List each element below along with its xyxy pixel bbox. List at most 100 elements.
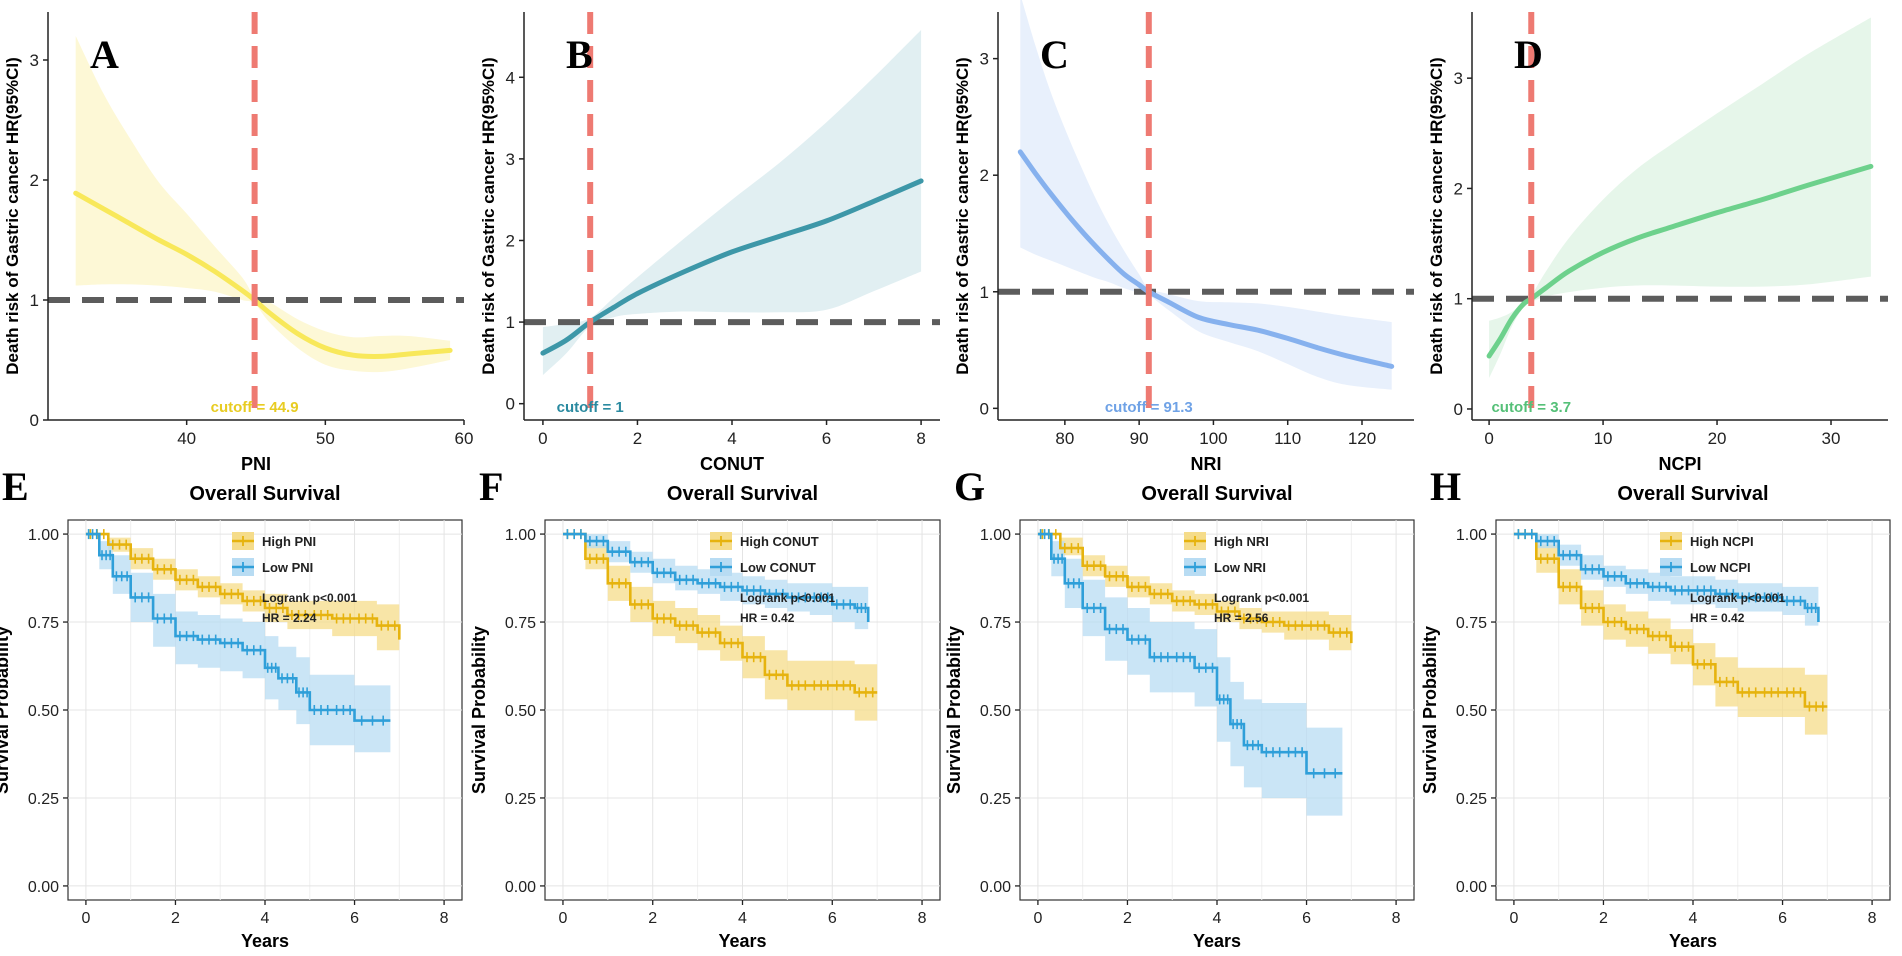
y-tick-label: 0.00 [505,879,536,896]
y-axis-title: Death risk of Gastric cancer HR(95%CI) [479,57,498,374]
y-tick-label: 2 [980,166,989,185]
x-tick-label: 8 [916,429,925,448]
y-tick-label: 1.00 [1456,527,1487,544]
chart-title: Overall Survival [1141,483,1292,505]
y-tick-label: 0.50 [980,703,1011,720]
x-tick-label: 10 [1594,429,1613,448]
panel-label: D [1514,32,1543,77]
hr-confidence-band [1489,17,1871,379]
logrank-label: Logrank p<0.001 [740,591,835,605]
y-tick-label: 1.00 [28,527,59,544]
survival-curve-low [85,532,391,722]
y-axis-title: Death risk of Gastric cancer HR(95%CI) [3,57,22,374]
x-tick-label: 0 [559,910,568,927]
y-axis-title: Survival Probability [1420,626,1440,794]
y-tick-label: 1 [506,313,515,332]
x-tick-label: 4 [727,429,736,448]
x-axis-title: NRI [1191,454,1222,474]
x-tick-label: 4 [1689,910,1698,927]
y-tick-label: 1 [1454,290,1463,309]
x-tick-label: 6 [1302,910,1311,927]
legend-label: Low NRI [1214,560,1266,575]
cutoff-label: cutoff = 3.7 [1491,399,1571,416]
survival-ci-band [1513,534,1819,651]
y-tick-label: 0.25 [980,791,1011,808]
x-axis-title: NCPI [1658,454,1701,474]
y-tick-label: 0 [980,399,989,418]
y-tick-label: 1 [980,283,989,302]
hazard-ratio-label: HR = 0.42 [740,611,795,625]
hazard-ratio-label: HR = 2.56 [1214,611,1269,625]
x-tick-label: 4 [738,910,747,927]
y-axis-title: Death risk of Gastric cancer HR(95%CI) [1427,57,1446,374]
y-tick-label: 0 [1454,400,1463,419]
y-tick-label: 0.50 [1456,703,1487,720]
km-panel-h: 0.00 0.25 0.50 0.75 1.00 0 2 4 6 8 Overall Surviva… [1420,464,1891,951]
legend-label: Low NCPI [1690,560,1751,575]
hr-curve [1017,149,1395,369]
y-tick-label: 0.75 [505,615,536,632]
y-tick-label: 0.75 [1456,615,1487,632]
panel-label: A [90,32,119,77]
km-panel-g: 0.00 0.25 0.50 0.75 1.00 0 2 4 6 8 Overall Surviva… [944,464,1415,951]
logrank-label: Logrank p<0.001 [262,591,357,605]
y-tick-label: 4 [506,68,515,87]
y-tick-label: 3 [1454,69,1463,88]
survival-ci-band [563,534,869,654]
y-tick-label: 3 [506,150,515,169]
y-tick-label: 0.25 [1456,791,1487,808]
x-axis-title: Years [1193,931,1241,951]
km-panel-e: 0.00 0.25 0.50 0.75 1.00 0 2 4 6 8 Overall Surviva… [0,464,463,951]
y-tick-label: 0.00 [28,879,59,896]
survival-curve-low [1513,532,1820,622]
x-tick-label: 6 [1778,910,1787,927]
hr-confidence-band [542,30,922,376]
legend-label: Low CONUT [740,560,816,575]
x-tick-label: 8 [918,910,927,927]
x-tick-label: 90 [1130,429,1149,448]
y-tick-label: 0.25 [505,791,536,808]
y-axis-title: Survival Probability [944,626,964,794]
hr-panel-b: 0 1 2 3 4 0 2 4 6 8 cutoff = 1 CONUT Death risk of G… [479,12,940,474]
panel-label: C [1040,32,1069,77]
x-axis-title: CONUT [700,454,764,474]
hr-curve [1486,163,1874,359]
legend-label: High PNI [262,534,316,549]
x-tick-label: 40 [177,429,196,448]
cutoff-label: cutoff = 1 [557,399,624,416]
y-tick-label: 1.00 [505,527,536,544]
chart-title: Overall Survival [1617,483,1768,505]
hr-panel-a: 0 1 2 3 40 50 60 cutoff = 44.9 PNI Death risk of … [3,12,473,474]
y-tick-label: 0.00 [980,879,1011,896]
survival-ci-band [1037,534,1352,665]
y-tick-label: 0.75 [28,615,59,632]
hazard-ratio-label: HR = 0.42 [1690,611,1745,625]
y-axis-title: Survival Probability [0,626,12,794]
x-tick-label: 120 [1348,429,1376,448]
legend-label: High NCPI [1690,534,1754,549]
chart-title: Overall Survival [667,483,818,505]
x-tick-label: 30 [1822,429,1841,448]
y-tick-label: 0.50 [28,703,59,720]
x-tick-label: 0 [1509,910,1518,927]
x-tick-label: 20 [1708,429,1727,448]
y-tick-label: 0.75 [980,615,1011,632]
x-tick-label: 0 [1484,429,1493,448]
x-axis-title: Years [1669,931,1717,951]
x-tick-label: 110 [1274,429,1301,448]
legend-label: Low PNI [262,560,313,575]
y-tick-label: 0.00 [1456,879,1487,896]
y-tick-label: 3 [30,51,39,70]
x-tick-label: 0 [538,429,547,448]
x-axis-title: Years [718,931,766,951]
hr-curve [540,178,924,356]
x-tick-label: 4 [1213,910,1222,927]
panel-label: F [479,464,503,509]
x-tick-label: 8 [1392,910,1401,927]
x-tick-label: 4 [261,910,270,927]
x-tick-label: 2 [1123,910,1132,927]
x-tick-label: 0 [1033,910,1042,927]
x-tick-label: 6 [828,910,837,927]
